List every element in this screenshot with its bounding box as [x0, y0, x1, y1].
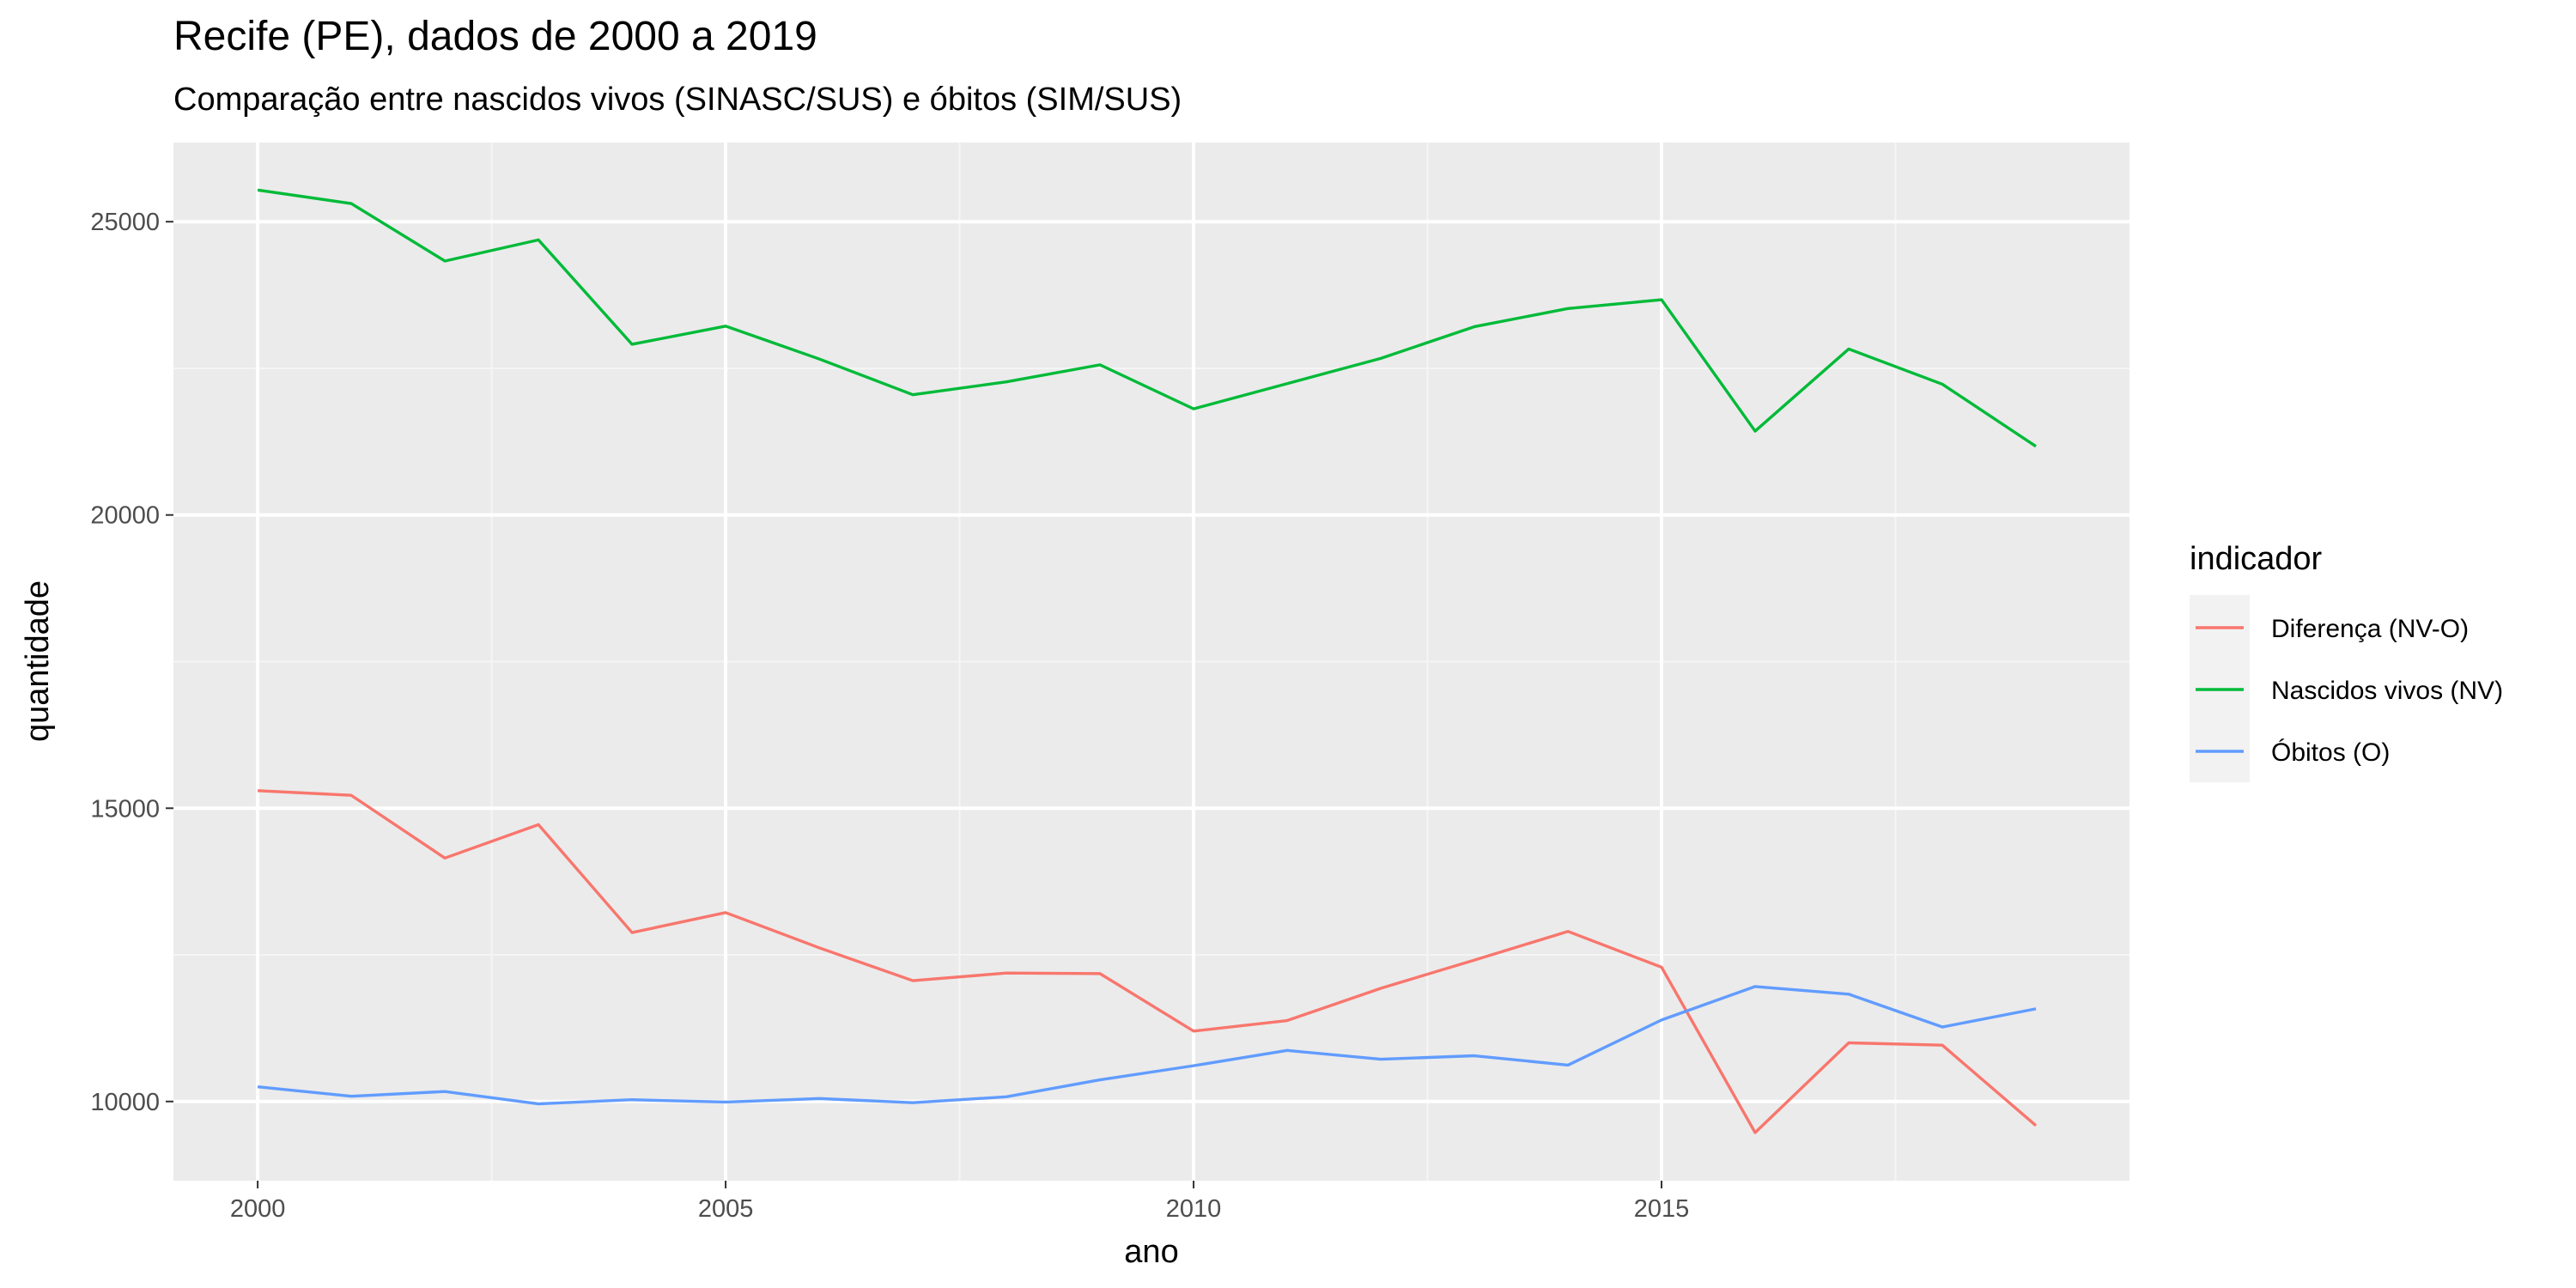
legend-label-2: Óbitos (O) [2271, 738, 2390, 767]
series-line-2 [257, 985, 2037, 1106]
major-gridlines [173, 143, 2129, 1181]
legend-title: indicador [2190, 541, 2323, 577]
x-tick-label: 2010 [1166, 1195, 1222, 1223]
chart-subtitle: Comparação entre nascidos vivos (SINASC/… [173, 82, 1182, 118]
x-tick-label: 2000 [230, 1195, 286, 1223]
x-tick-label: 2005 [698, 1195, 754, 1223]
x-tick-label: 2015 [1634, 1195, 1690, 1223]
x-axis-title: ano [1124, 1234, 1178, 1270]
y-tick-label: 20000 [90, 502, 160, 530]
series-line-1 [257, 188, 2037, 448]
chart-title: Recife (PE), dados de 2000 a 2019 [173, 14, 817, 59]
series-lines [257, 188, 2038, 1134]
x-axis-ticks: 2000 2005 2010 2015 [230, 1181, 1689, 1223]
legend-label-1: Nascidos vivos (NV) [2271, 677, 2503, 705]
minor-gridlines [173, 143, 2129, 1181]
y-tick-label: 15000 [90, 795, 160, 823]
y-tick-label: 10000 [90, 1089, 160, 1116]
legend-label-0: Diferença (NV-O) [2271, 615, 2469, 643]
y-axis-ticks: 10000 15000 20000 25000 [90, 209, 173, 1116]
legend: indicador Diferença (NV-O) Nascidos vivos… [2190, 541, 2503, 782]
y-tick-label: 25000 [90, 209, 160, 236]
y-axis-title: quantidade [20, 580, 56, 742]
legend-items: Diferença (NV-O) Nascidos vivos (NV) Óbito… [2196, 615, 2503, 767]
series-line-0 [258, 789, 2038, 1134]
